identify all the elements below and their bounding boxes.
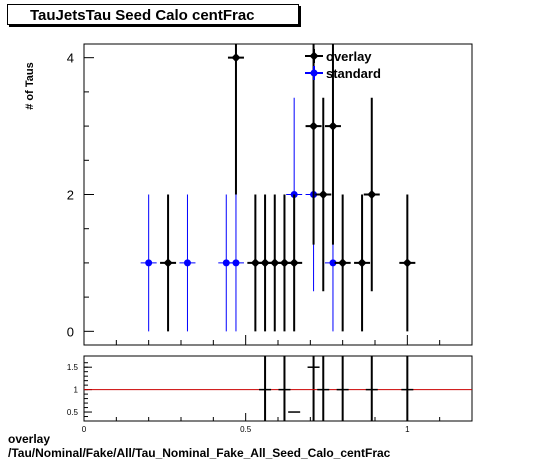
legend-label-standard: standard xyxy=(326,66,381,81)
standard-point xyxy=(329,259,337,267)
overlay-point xyxy=(289,258,299,268)
ratio-y-tick-label: 0.5 xyxy=(67,408,79,417)
legend-marker-overlay xyxy=(309,51,319,61)
overlay-point xyxy=(357,258,367,268)
overlay-point xyxy=(279,258,289,268)
overlay-point xyxy=(338,258,348,268)
overlay-point xyxy=(328,121,338,131)
standard-point xyxy=(183,259,191,267)
legend-marker-standard xyxy=(310,69,318,77)
ratio-plot-frame xyxy=(83,355,473,422)
overlay-point xyxy=(260,258,270,268)
legend-label-overlay: overlay xyxy=(326,49,372,64)
ratio-x-tick-label: 1 xyxy=(405,425,410,434)
overlay-point xyxy=(250,258,260,268)
footer-overlay-label: overlay xyxy=(8,432,51,446)
standard-point xyxy=(232,259,240,267)
overlay-point xyxy=(402,258,412,268)
ratio-x-tick-label: 0 xyxy=(82,425,87,434)
overlay-point xyxy=(367,190,377,199)
main-plot-frame xyxy=(83,43,473,346)
ratio-y-tick-label: 1.5 xyxy=(67,363,79,372)
ratio-x-tick-label: 0.5 xyxy=(240,425,252,434)
y-tick-label: 4 xyxy=(67,51,74,66)
y-axis-label: # of Taus xyxy=(24,62,36,110)
ratio-y-tick-label: 1 xyxy=(74,386,79,395)
overlay-point xyxy=(163,258,173,268)
overlay-point xyxy=(318,190,328,199)
y-tick-label: 2 xyxy=(67,188,74,203)
standard-point xyxy=(222,259,230,267)
overlay-point xyxy=(270,258,280,268)
chart-title: TauJetsTau Seed Calo centFrac xyxy=(7,4,299,25)
overlay-point xyxy=(309,121,319,131)
overlay-point xyxy=(231,53,241,63)
y-tick-label: 0 xyxy=(67,324,74,339)
footer-path-label: /Tau/Nominal/Fake/All/Tau_Nominal_Fake_A… xyxy=(8,446,391,460)
standard-point xyxy=(145,259,153,267)
